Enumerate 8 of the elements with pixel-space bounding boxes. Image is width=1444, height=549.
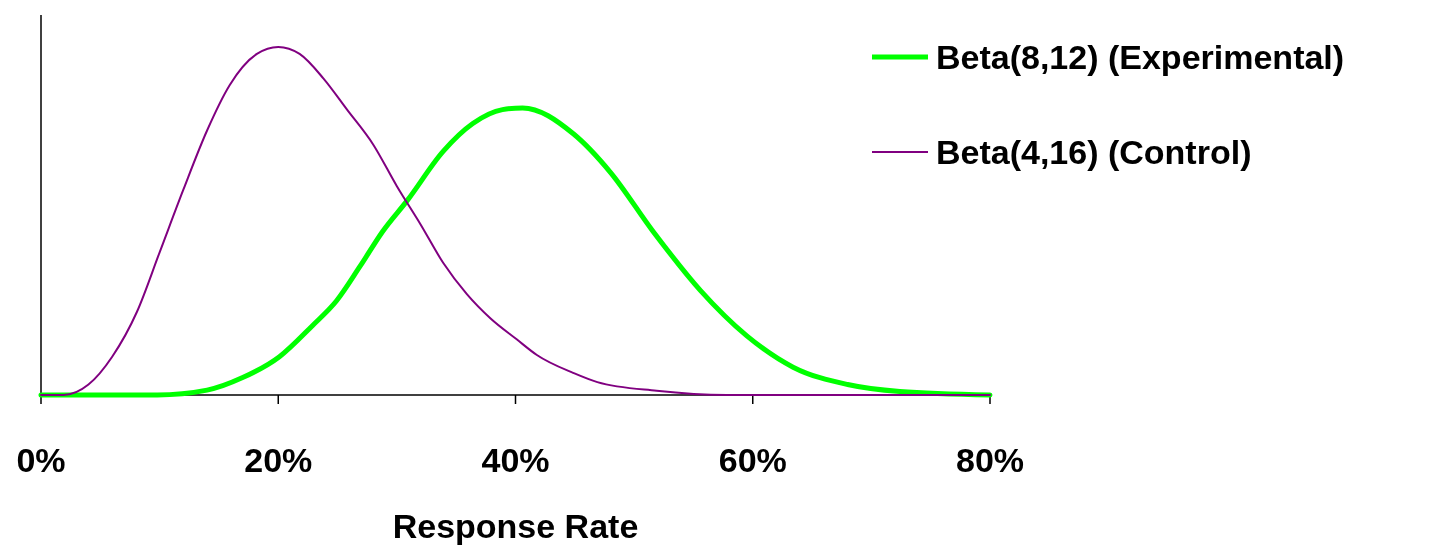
x-tick-label: 60% xyxy=(718,441,787,479)
x-tick-label: 0% xyxy=(16,441,66,479)
legend-label: Beta(4,16) (Control) xyxy=(936,133,1252,171)
x-tick-label: 40% xyxy=(481,441,550,479)
x-axis-title: Response Rate xyxy=(392,507,639,545)
x-tick-label: 80% xyxy=(955,441,1025,479)
x-tick-label: 20% xyxy=(244,441,313,479)
legend-label: Beta(8,12) (Experimental) xyxy=(936,38,1345,76)
